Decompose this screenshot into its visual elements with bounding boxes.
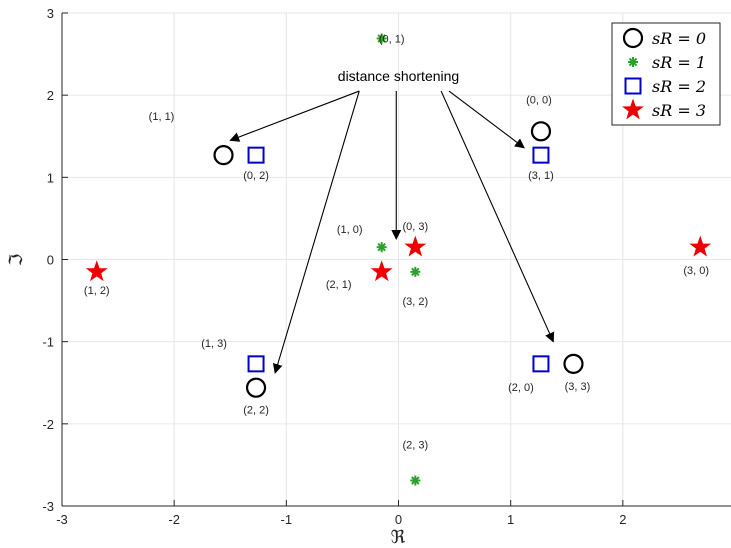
marker-star bbox=[370, 260, 393, 282]
legend-marker-square bbox=[624, 77, 642, 95]
point-labels: (1, 1) (0, 0) (2, 2) (3, 3) (0, 1) (1, 0) (3, … bbox=[84, 33, 709, 451]
point-label: (2, 1) bbox=[326, 279, 352, 291]
x-tick-label: 2 bbox=[619, 512, 626, 527]
x-tick-label: -2 bbox=[168, 512, 180, 527]
marker-asterisk bbox=[376, 33, 387, 44]
marker-circle bbox=[245, 377, 267, 398]
marker-star bbox=[85, 260, 108, 282]
marker-circle bbox=[213, 145, 234, 166]
point-label: (3, 0) bbox=[683, 265, 709, 277]
marker-star bbox=[404, 235, 427, 257]
point-label: (2, 3) bbox=[402, 440, 428, 452]
x-tick-label: 1 bbox=[507, 512, 514, 527]
annotation-arrow bbox=[229, 90, 360, 142]
x-tick-label: 0 bbox=[395, 512, 402, 527]
y-tick-label: 2 bbox=[47, 88, 54, 103]
legend-entry: sR = 0 bbox=[652, 29, 706, 48]
y-tick-label: 0 bbox=[47, 253, 54, 268]
point-label: (1, 0) bbox=[337, 224, 363, 236]
marker-star bbox=[689, 235, 712, 257]
legend-entry: sR = 3 bbox=[652, 101, 706, 120]
point-label: (3, 3) bbox=[565, 381, 591, 393]
point-label: (3, 1) bbox=[528, 170, 554, 182]
x-axis-label: ℜ bbox=[391, 527, 406, 548]
point-label: (2, 2) bbox=[243, 405, 269, 417]
annotation-arrows bbox=[229, 90, 555, 374]
grid bbox=[61, 12, 731, 507]
axes bbox=[61, 12, 731, 507]
data-markers bbox=[85, 33, 712, 486]
marker-square bbox=[247, 355, 265, 373]
y-tick-label: 1 bbox=[47, 170, 54, 185]
annotation-text: distance shortening bbox=[338, 68, 459, 84]
y-tick-label: -1 bbox=[42, 335, 54, 350]
annotation-arrow bbox=[448, 90, 525, 149]
point-label: (0, 2) bbox=[243, 170, 269, 182]
annotation-arrow bbox=[272, 90, 360, 374]
asterisk-stroke bbox=[377, 242, 386, 252]
legend-marker-asterisk bbox=[628, 57, 638, 67]
asterisk-stroke bbox=[628, 57, 638, 67]
point-label: (0, 0) bbox=[526, 94, 552, 106]
point-label: (3, 2) bbox=[402, 296, 428, 308]
legend-marker-circle bbox=[622, 27, 644, 49]
annotation-arrow bbox=[440, 90, 555, 343]
point-label: (1, 1) bbox=[149, 111, 175, 123]
y-tick-label: -3 bbox=[42, 499, 54, 514]
legend-entry: sR = 1 bbox=[652, 53, 706, 72]
y-tick-label: 3 bbox=[47, 6, 54, 21]
marker-circle bbox=[530, 121, 552, 142]
x-tick-label: -3 bbox=[56, 512, 68, 527]
legend-entry: sR = 2 bbox=[652, 77, 706, 96]
legend: sR = 0 sR = 1 sR = 2 sR = 3 bbox=[611, 22, 721, 126]
asterisk-stroke bbox=[411, 267, 420, 277]
asterisk-stroke bbox=[411, 476, 420, 485]
asterisk-stroke bbox=[377, 34, 386, 43]
point-label: (0, 1) bbox=[379, 33, 405, 45]
marker-square bbox=[532, 355, 550, 373]
point-label: (0, 3) bbox=[402, 221, 428, 233]
marker-square bbox=[247, 146, 265, 164]
marker-asterisk bbox=[410, 266, 421, 277]
point-label: (2, 0) bbox=[508, 382, 534, 394]
marker-circle bbox=[563, 353, 584, 374]
marker-asterisk bbox=[376, 242, 387, 253]
legend-marker-star bbox=[622, 98, 644, 120]
x-tick-label: -1 bbox=[281, 512, 293, 527]
marker-square bbox=[532, 146, 550, 164]
y-tick-label: -2 bbox=[42, 417, 54, 432]
legend-box bbox=[611, 22, 721, 126]
point-label: (1, 2) bbox=[84, 285, 110, 297]
point-label: (1, 3) bbox=[201, 338, 227, 350]
marker-asterisk bbox=[410, 475, 421, 486]
y-axis-label: ℑ bbox=[6, 254, 27, 267]
